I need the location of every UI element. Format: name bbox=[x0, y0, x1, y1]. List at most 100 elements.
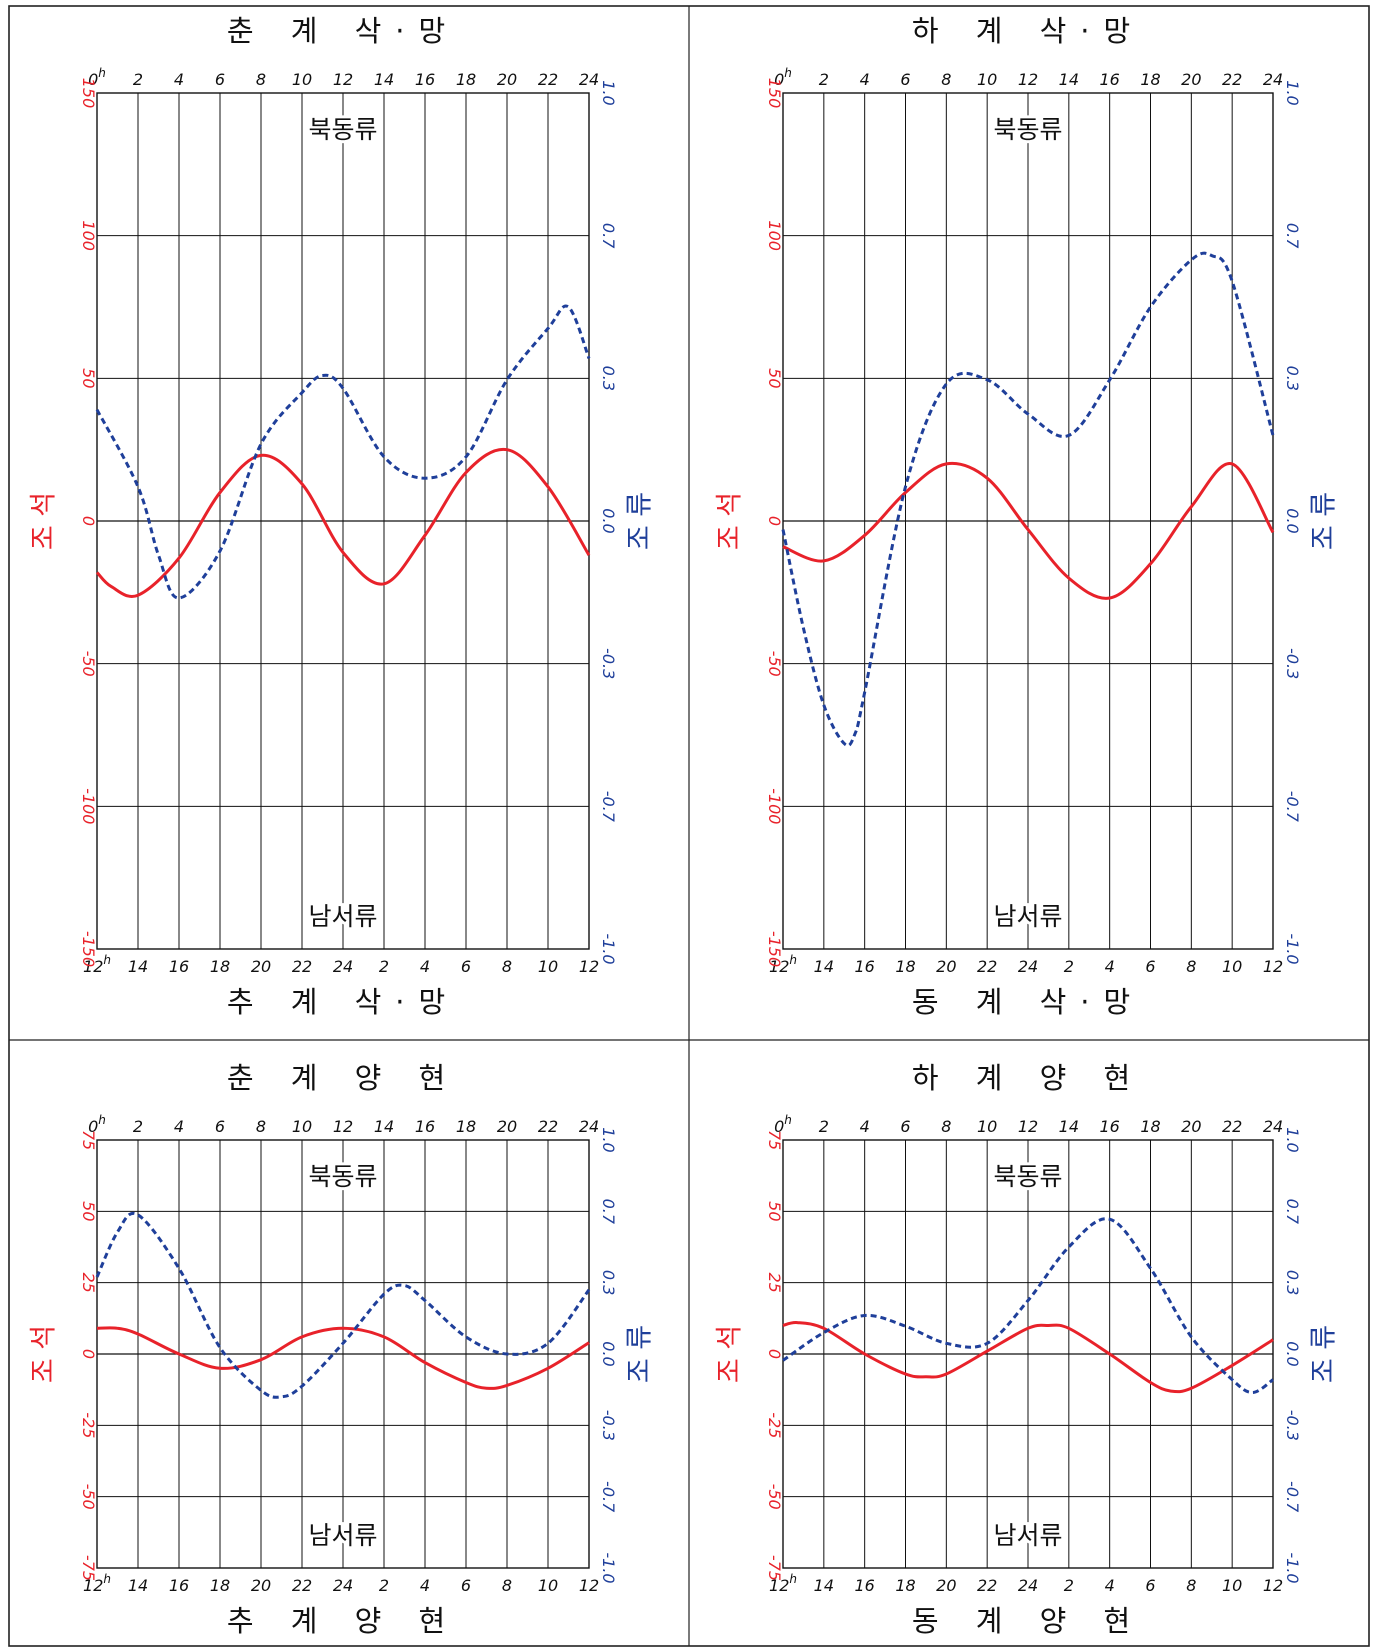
y-tick-right: -0.7 bbox=[599, 1481, 618, 1513]
x-tick-top: 20 bbox=[497, 1117, 517, 1136]
x-tick-top: 10 bbox=[977, 1117, 997, 1136]
x-tick-bottom: 4 bbox=[1105, 957, 1115, 976]
current-series-line bbox=[781, 251, 1275, 748]
y-tick-right: 0.0 bbox=[599, 1341, 618, 1366]
y-tick-right: -0.3 bbox=[1283, 1410, 1302, 1441]
x-tick-bottom: 22 bbox=[977, 1576, 997, 1595]
y-axis-label-right: 조 류 bbox=[625, 492, 656, 550]
x-tick-top: 12 bbox=[333, 70, 353, 89]
x-tick-bottom: 16 bbox=[169, 1576, 189, 1595]
x-tick-bottom: 6 bbox=[1145, 957, 1155, 976]
x-tick-top: 22 bbox=[538, 70, 558, 89]
x-tick-top: 10 bbox=[292, 1117, 312, 1136]
x-tick-top: 16 bbox=[1099, 1117, 1119, 1136]
x-tick-top: 12 bbox=[1018, 70, 1038, 89]
x-tick-top: 2 bbox=[819, 1117, 829, 1136]
x-tick-top: 8 bbox=[256, 1117, 266, 1136]
current-series-line bbox=[782, 1217, 1274, 1395]
x-tick-top: 6 bbox=[215, 70, 225, 89]
x-tick-top: 18 bbox=[456, 1117, 476, 1136]
x-tick-bottom: 14 bbox=[814, 1576, 834, 1595]
x-tick-bottom: 22 bbox=[977, 957, 997, 976]
x-tick-top: 24 bbox=[1263, 70, 1283, 89]
x-tick-bottom: 24 bbox=[1018, 1576, 1038, 1595]
y-tick-right: -0.7 bbox=[1283, 1481, 1302, 1513]
y-axis-label-right: 조 류 bbox=[625, 1325, 656, 1383]
x-tick-top: 6 bbox=[900, 70, 910, 89]
y-tick-right: 0.0 bbox=[599, 508, 618, 533]
x-tick-top: 10 bbox=[977, 70, 997, 89]
y-tick-right: 1.0 bbox=[1283, 1127, 1302, 1152]
x-tick-bottom: 10 bbox=[1222, 1576, 1242, 1595]
chart-title-top: 하 계 삭·망 bbox=[912, 14, 1144, 48]
x-tick-bottom: 12 bbox=[1263, 1576, 1283, 1595]
x-tick-top: 2 bbox=[133, 70, 143, 89]
x-tick-top: 8 bbox=[941, 1117, 951, 1136]
y-tick-right: 0.0 bbox=[1283, 1341, 1302, 1366]
y-tick-right: 0.7 bbox=[1283, 223, 1302, 249]
y-axis-label-right: 조 류 bbox=[1309, 492, 1340, 550]
x-tick-bottom: 2 bbox=[379, 957, 389, 976]
x-tick-bottom: 14 bbox=[128, 957, 148, 976]
x-tick-bottom: 6 bbox=[461, 957, 471, 976]
y-tick-left: -100 bbox=[79, 788, 98, 824]
x-tick-bottom: 12 bbox=[579, 957, 599, 976]
current-series-line bbox=[95, 304, 591, 600]
x-tick-bottom: 16 bbox=[854, 1576, 874, 1595]
x-tick-top: 4 bbox=[860, 1117, 870, 1136]
x-tick-bottom: 2 bbox=[379, 1576, 389, 1595]
x-tick-bottom: 18 bbox=[210, 957, 230, 976]
x-tick-bottom: 4 bbox=[420, 1576, 430, 1595]
chart-title-bottom: 동 계 양 현 bbox=[912, 1604, 1144, 1638]
x-tick-bottom: 14 bbox=[128, 1576, 148, 1595]
y-tick-right: 0.3 bbox=[599, 1270, 618, 1295]
x-tick-bottom: 24 bbox=[333, 957, 353, 976]
annotation-northeast-flow: 북동류 bbox=[308, 115, 377, 144]
x-tick-top: 8 bbox=[941, 70, 951, 89]
x-tick-bottom: 24 bbox=[1018, 957, 1038, 976]
y-tick-right: 0.7 bbox=[599, 223, 618, 249]
x-tick-top: 14 bbox=[374, 70, 394, 89]
y-tick-left: 100 bbox=[765, 220, 784, 251]
chart-title-bottom: 동 계 삭·망 bbox=[912, 985, 1144, 1019]
x-tick-top: 14 bbox=[374, 1117, 394, 1136]
y-axis-label-left: 조 석 bbox=[715, 492, 746, 550]
x-tick-bottom: 18 bbox=[895, 957, 915, 976]
y-tick-left: 25 bbox=[765, 1272, 784, 1292]
y-tick-left: 50 bbox=[765, 1201, 784, 1221]
chart-title-top: 춘 계 삭·망 bbox=[227, 14, 459, 48]
chart-title-bottom: 추 계 삭·망 bbox=[227, 985, 459, 1019]
x-tick-bottom: 20 bbox=[936, 1576, 956, 1595]
y-tick-right: 0.3 bbox=[1283, 366, 1302, 391]
chart-title-top: 춘 계 양 현 bbox=[227, 1061, 459, 1095]
x-tick-bottom: 12 bbox=[1263, 957, 1283, 976]
x-tick-top: 4 bbox=[174, 1117, 184, 1136]
y-tick-right: 0.3 bbox=[1283, 1270, 1302, 1295]
y-tick-left: 50 bbox=[79, 1201, 98, 1221]
x-tick-top: 14 bbox=[1059, 70, 1079, 89]
x-tick-top: 20 bbox=[1181, 1117, 1201, 1136]
y-tick-right: -1.0 bbox=[1283, 1552, 1302, 1583]
annotation-northeast-flow: 북동류 bbox=[308, 1162, 377, 1191]
y-tick-right: -0.3 bbox=[1283, 648, 1302, 679]
y-tick-left: 75 bbox=[765, 1130, 784, 1150]
x-tick-bottom: 2 bbox=[1064, 1576, 1074, 1595]
y-tick-left: -50 bbox=[79, 651, 98, 677]
x-tick-bottom: 12 bbox=[579, 1576, 599, 1595]
y-tick-left: 0 bbox=[765, 1349, 784, 1359]
y-tick-left: -75 bbox=[79, 1555, 98, 1581]
x-tick-bottom: 22 bbox=[292, 957, 312, 976]
x-tick-bottom: 8 bbox=[502, 1576, 512, 1595]
x-tick-top: 18 bbox=[456, 70, 476, 89]
tide-series-line bbox=[96, 1326, 590, 1390]
chart-title-bottom: 추 계 양 현 bbox=[227, 1604, 459, 1638]
x-tick-top: 14 bbox=[1059, 1117, 1079, 1136]
x-tick-top: 18 bbox=[1140, 70, 1160, 89]
y-tick-left: 150 bbox=[765, 78, 784, 109]
x-tick-top: 4 bbox=[174, 70, 184, 89]
y-tick-right: -0.7 bbox=[599, 791, 618, 823]
